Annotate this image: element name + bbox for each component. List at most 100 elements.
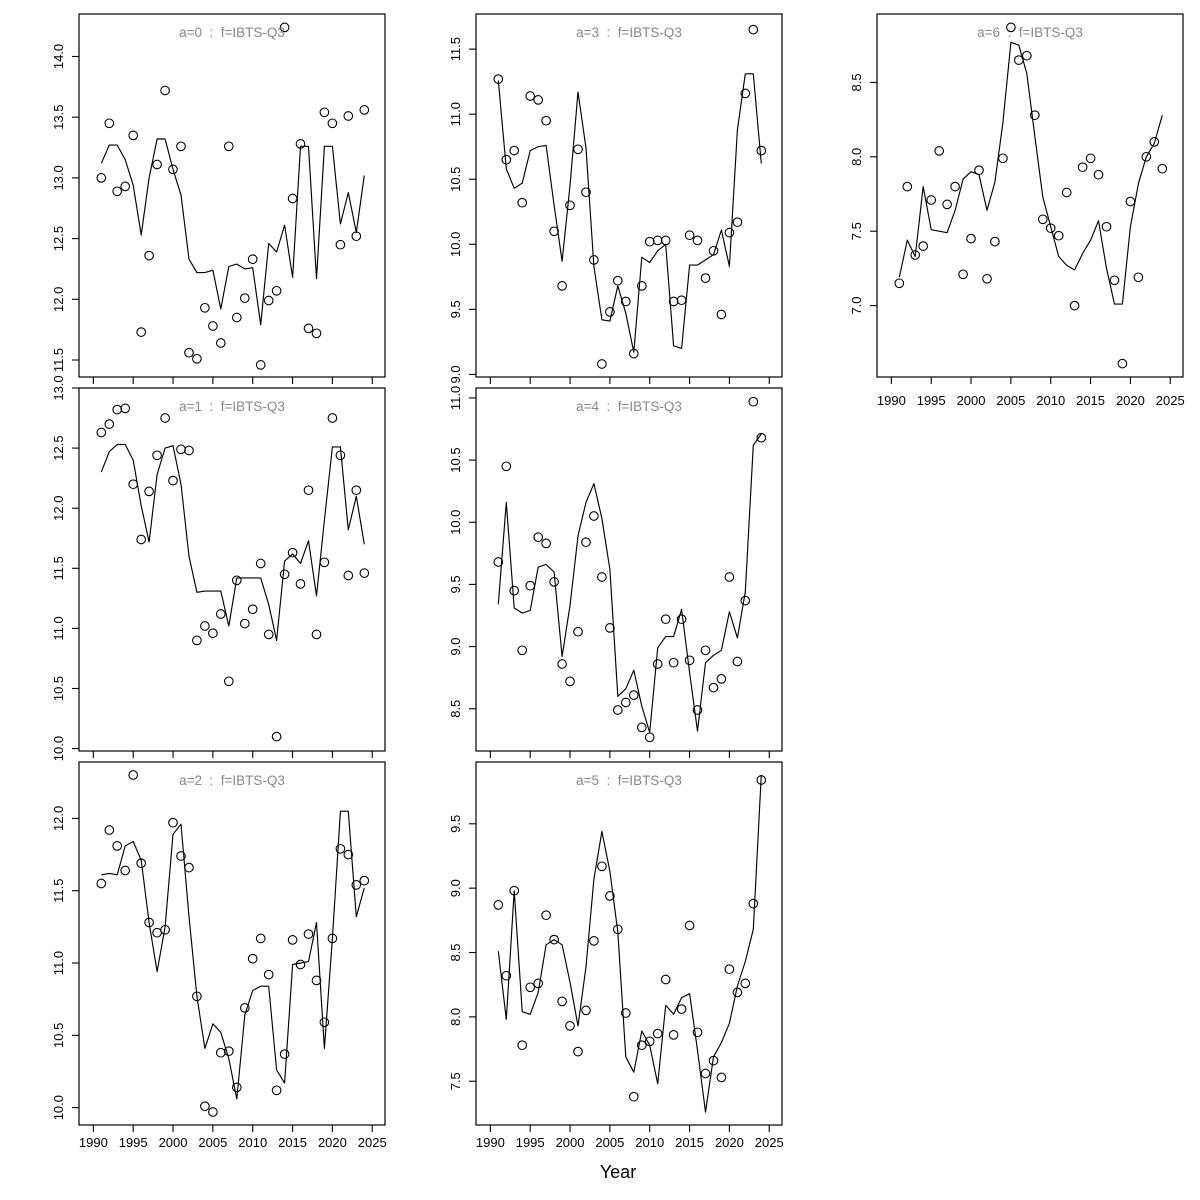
data-point (112, 841, 123, 851)
data-point (192, 353, 202, 364)
data-point (660, 614, 671, 625)
data-point (724, 572, 735, 582)
data-point (581, 187, 591, 198)
data-point (1013, 55, 1024, 65)
data-point (335, 843, 346, 854)
data-point (732, 656, 743, 667)
data-point (144, 486, 154, 497)
x-tick-label: 2020 (318, 1135, 347, 1150)
y-tick-label: 9.5 (448, 575, 463, 593)
data-point (287, 935, 298, 945)
data-point (748, 24, 759, 35)
data-point (934, 146, 945, 156)
data-point (1125, 196, 1136, 207)
data-point (200, 302, 210, 313)
data-point (557, 659, 567, 669)
data-point (96, 427, 107, 438)
panel-a4: 8.5 9.0 9.5 10.0 10.5 11.0 a=4 : f=IBTS-Q3 (448, 386, 783, 758)
data-point (652, 1028, 663, 1039)
data-point (501, 970, 512, 981)
data-point (311, 328, 322, 339)
data-point (756, 432, 767, 443)
data-point (668, 1030, 679, 1040)
y-tick-label: 12.0 (51, 496, 66, 521)
data-point (128, 130, 139, 141)
panel-a3: 9.0 9.5 10.0 10.5 11.0 11.5 a=3 : f=IBTS-Q3 (448, 13, 783, 384)
data-point (692, 705, 703, 715)
y-tick-label: 9.5 (448, 815, 463, 833)
y-tick-label: 12.0 (51, 806, 66, 831)
data-point (533, 95, 544, 105)
data-point (509, 885, 520, 896)
data-point (176, 444, 186, 455)
data-point (351, 485, 362, 496)
data-point (1053, 230, 1064, 241)
data-point (136, 327, 147, 337)
data-point (1093, 169, 1104, 180)
data-point (168, 817, 178, 828)
panel-a0: 11.5 12.0 12.5 13.0 13.5 14.0 a=0 : f=IBTS-Q3 (51, 13, 386, 384)
data-point (942, 199, 952, 210)
data-point (223, 676, 234, 687)
data-point (295, 139, 306, 149)
y-tick-label: 8.5 (448, 700, 463, 718)
data-point (223, 1046, 234, 1057)
data-point (605, 891, 615, 901)
data-point (517, 1040, 528, 1051)
data-point (628, 1091, 639, 1102)
data-point (1061, 187, 1072, 198)
data-point (311, 975, 322, 986)
data-point (740, 978, 751, 989)
data-point (152, 159, 162, 170)
data-point (652, 659, 663, 669)
data-point (239, 1003, 250, 1013)
data-point (493, 74, 504, 84)
data-point (525, 91, 536, 101)
panel-border (78, 13, 386, 378)
data-point (517, 645, 528, 656)
data-point (168, 164, 178, 175)
data-point (509, 585, 520, 596)
data-point (620, 697, 631, 708)
data-point (541, 538, 551, 549)
y-tick-label: 13.0 (51, 165, 66, 190)
panel-title: a=1 : f=IBTS-Q3 (179, 399, 285, 414)
x-axis-title: Year (600, 1162, 636, 1182)
data-point (303, 323, 314, 334)
data-point (732, 217, 743, 228)
data-point (96, 173, 107, 183)
data-point (327, 933, 338, 944)
data-point (208, 628, 218, 639)
data-point (716, 674, 727, 684)
data-point (1045, 223, 1056, 234)
data-point (1101, 221, 1112, 232)
data-point (684, 655, 695, 666)
data-point (565, 200, 575, 211)
data-point (756, 145, 767, 156)
data-point (565, 676, 575, 687)
data-point (120, 181, 131, 192)
x-tick-label: 1990 (476, 1135, 505, 1150)
data-point (676, 1004, 687, 1014)
y-tick-label: 10.0 (51, 1095, 66, 1120)
data-point (343, 111, 354, 121)
x-tick-label: 1995 (917, 393, 946, 408)
data-point (636, 722, 647, 733)
data-point (144, 250, 154, 261)
data-point (716, 309, 727, 320)
data-point (215, 338, 226, 348)
x-tick-label: 1995 (119, 1135, 148, 1150)
data-point (748, 898, 759, 909)
x-tick-label: 2005 (595, 1135, 624, 1150)
data-point (176, 141, 186, 152)
data-point (628, 348, 639, 359)
y-tick-label: 13.5 (51, 105, 66, 130)
data-point (565, 1021, 575, 1031)
y-tick-label: 10.5 (448, 167, 463, 192)
y-tick-label: 11.0 (51, 951, 66, 975)
data-point (573, 626, 583, 637)
y-tick-label: 11.0 (51, 616, 66, 640)
data-point (128, 479, 139, 490)
y-tick-label: 10.5 (51, 676, 66, 701)
